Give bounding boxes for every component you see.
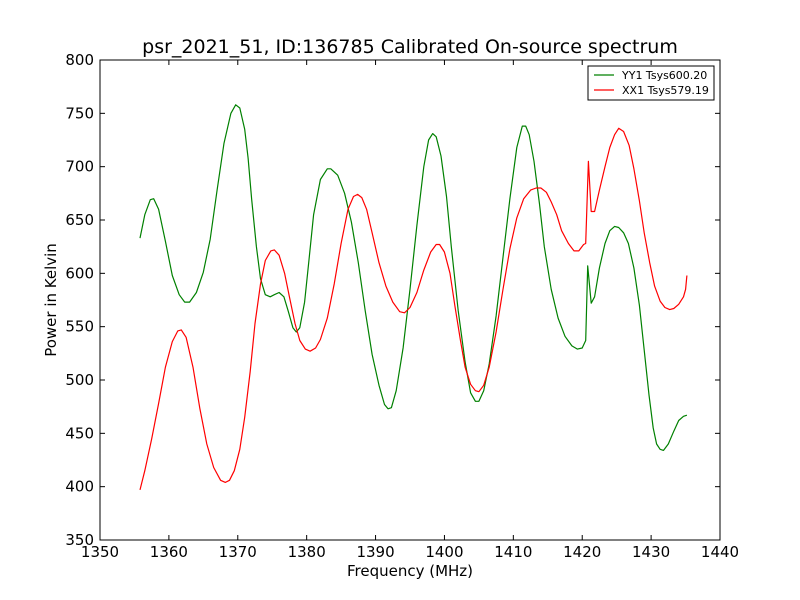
y-tick-label: 700 — [65, 158, 94, 176]
x-tick-label: 1440 — [701, 543, 739, 561]
x-tick-label: 1410 — [494, 543, 532, 561]
x-tick-label: 1350 — [81, 543, 119, 561]
y-tick-label: 350 — [65, 531, 94, 549]
x-axis: 1350 1360 1370 1380 1390 1400 1410 1420 1430 1440 — [81, 60, 739, 561]
y-tick-label: 600 — [65, 264, 94, 282]
plot-area-frame — [99, 59, 721, 541]
y-tick-label: 550 — [65, 318, 94, 336]
legend-label-0: YY1 Tsys600.20 — [621, 69, 707, 82]
x-tick-label: 1380 — [288, 543, 326, 561]
chart-title: psr_2021_51, ID:136785 Calibrated On-sou… — [142, 36, 678, 58]
y-tick-label: 450 — [65, 424, 94, 442]
y-tick-label: 750 — [65, 104, 94, 122]
x-axis-label: Frequency (MHz) — [347, 562, 473, 580]
series-line-1 — [139, 127, 688, 491]
y-tick-label: 400 — [65, 478, 94, 496]
x-tick-label: 1430 — [632, 543, 670, 561]
legend-label-1: XX1 Tsys579.19 — [622, 84, 709, 97]
x-tick-label: 1370 — [219, 543, 257, 561]
legend: YY1 Tsys600.20 XX1 Tsys579.19 — [587, 65, 715, 101]
x-tick-label: 1400 — [425, 543, 463, 561]
x-tick-label: 1390 — [356, 543, 394, 561]
x-tick-label: 1360 — [150, 543, 188, 561]
y-tick-label: 800 — [65, 51, 94, 69]
legend-box — [587, 65, 715, 101]
series-line-0 — [139, 104, 688, 451]
y-tick-label: 650 — [65, 211, 94, 229]
y-tick-label: 500 — [65, 371, 94, 389]
y-axis: 350 400 450 500 550 600 650 700 750 800 — [65, 51, 720, 549]
x-tick-label: 1420 — [563, 543, 601, 561]
plot-lines — [139, 104, 688, 491]
y-axis-label: Power in Kelvin — [42, 243, 60, 357]
